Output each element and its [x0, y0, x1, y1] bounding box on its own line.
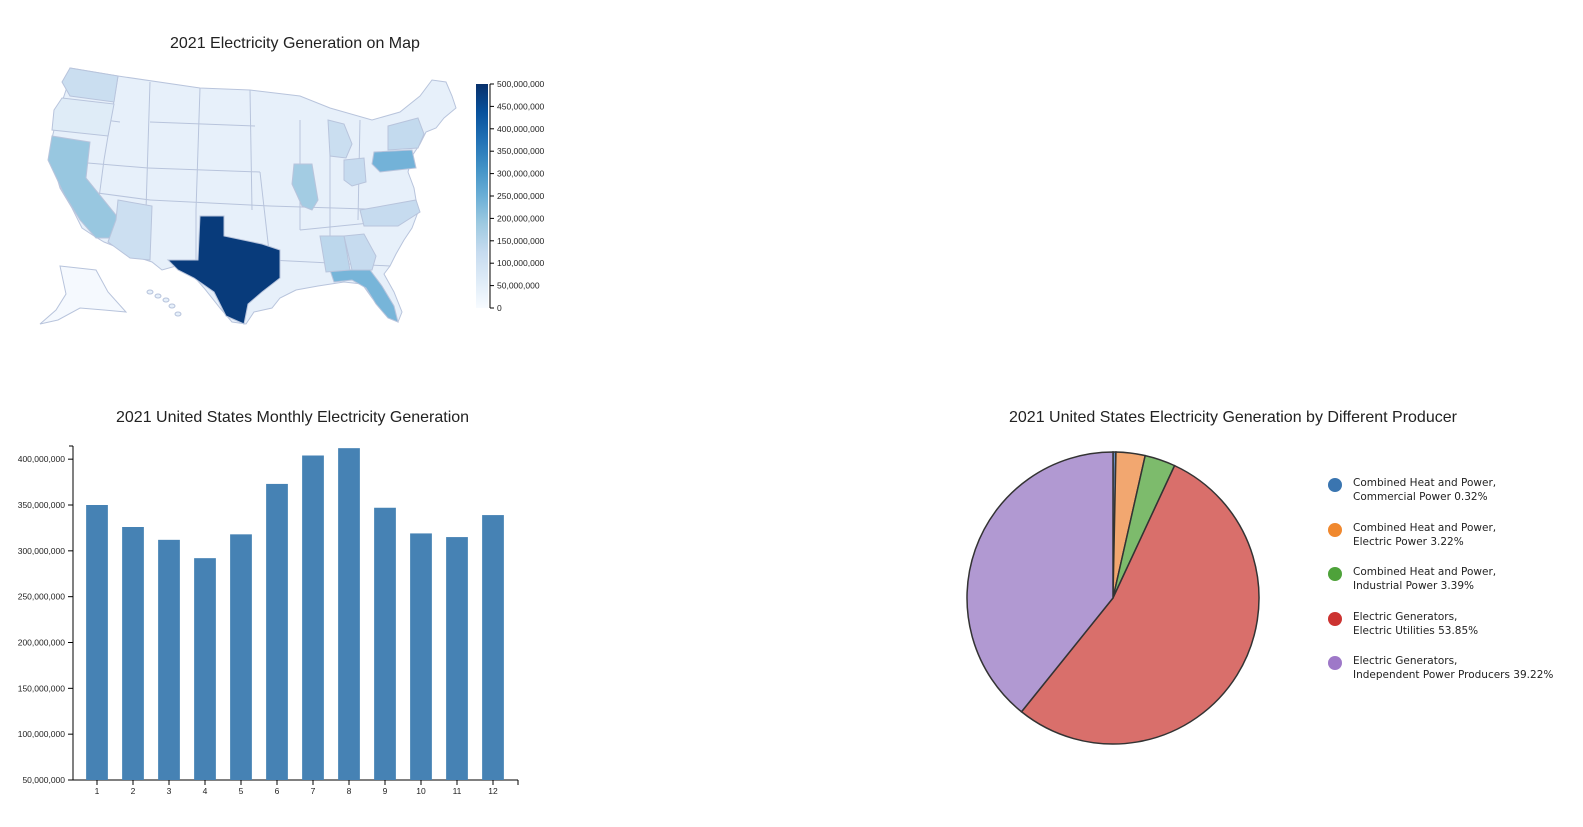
- bar-month-3: [158, 539, 180, 780]
- map-region-ny: [387, 117, 425, 151]
- bar-x-tick-label: 2: [131, 786, 136, 796]
- bar-x-tick-label: 9: [383, 786, 388, 796]
- legend-label-line2: Electric Power 3.22%: [1353, 535, 1464, 548]
- legend-label-line1: Combined Heat and Power,: [1353, 521, 1497, 534]
- bar-x-tick-label: 11: [453, 786, 462, 796]
- bar-y-tick-label: 150,000,000: [18, 683, 66, 693]
- legend-label-line1: Combined Heat and Power,: [1353, 477, 1497, 489]
- map-region-hi-island: [146, 289, 154, 295]
- colorbar-tick-label: 250,000,000: [497, 191, 545, 201]
- bar-month-11: [446, 537, 468, 780]
- map-title: 2021 Electricity Generation on Map: [170, 35, 420, 52]
- legend-label: Combined Heat and Power, Industrial Power…: [1353, 565, 1496, 593]
- us-electricity-map: 500,000,000 450,000,000 400,000,000 350,000…: [39, 67, 545, 325]
- map-region-hi-island: [162, 297, 170, 303]
- map-region-ak: [39, 265, 128, 325]
- bar-y-tick-label: 200,000,000: [18, 638, 66, 648]
- bar-x-tick-label: 12: [488, 786, 498, 796]
- map-region-al: [319, 235, 351, 273]
- map-region-mi: [327, 119, 353, 159]
- map-region-ga: [343, 233, 377, 271]
- bar-y-tick-label: 400,000,000: [18, 454, 66, 464]
- pie-slice-4: [966, 451, 1114, 713]
- pie-slice-3: [1020, 464, 1260, 745]
- bar-month-8: [338, 448, 360, 780]
- bar-month-10: [410, 533, 432, 780]
- bar-month-7: [302, 455, 324, 780]
- map-region-or: [51, 97, 115, 137]
- bar-y-tick-label: 100,000,000: [18, 729, 66, 739]
- bar-month-9: [374, 507, 396, 780]
- map-region-nc: [359, 199, 421, 227]
- legend-label: Combined Heat and Power, Commercial Power…: [1353, 476, 1496, 504]
- pie-chart-title: 2021 United States Electricity Generatio…: [1009, 409, 1457, 426]
- map-region-hi-island: [154, 293, 162, 299]
- pie-legend: Combined Heat and Power, Commercial Power…: [1328, 476, 1568, 708]
- legend-color-dot: [1328, 611, 1342, 626]
- map-region-hi-island: [168, 303, 176, 309]
- bar-month-5: [230, 534, 252, 780]
- bar-x-tick-label: 10: [416, 786, 426, 796]
- bar-y-tick-label: 300,000,000: [18, 546, 66, 556]
- colorbar-tick-label: 450,000,000: [497, 101, 545, 111]
- legend-label-line2: Independent Power Producers 39.22%: [1353, 669, 1554, 681]
- bar-x-tick-label: 8: [347, 786, 352, 796]
- bar-x-tick-label: 5: [239, 786, 244, 796]
- legend-label-line1: Combined Heat and Power,: [1353, 566, 1497, 578]
- colorbar-tick-label: 50,000,000: [497, 281, 540, 291]
- colorbar-tick-label: 100,000,000: [497, 258, 545, 268]
- map-region-ca: [47, 135, 121, 239]
- legend-label: Electric Generators, Electric Utilities 5…: [1353, 610, 1478, 638]
- legend-label: Electric Generators, Independent Power Pr…: [1353, 654, 1553, 682]
- colorbar: [476, 84, 488, 308]
- map-region-hi-island: [174, 311, 182, 317]
- bar-x-tick-label: 6: [275, 786, 280, 796]
- bar-y-tick-label: 350,000,000: [18, 500, 66, 510]
- bar-x-tick-label: 4: [203, 786, 208, 796]
- colorbar-tick-label: 400,000,000: [497, 124, 545, 134]
- legend-label-line1: Electric Generators,: [1353, 655, 1458, 667]
- colorbar-tick-label: 300,000,000: [497, 169, 545, 179]
- legend-label-line2: Industrial Power 3.39%: [1353, 580, 1475, 592]
- bar-month-4: [194, 558, 216, 780]
- legend-label-line2: Commercial Power 0.32%: [1353, 491, 1488, 503]
- map-region-fl: [329, 269, 399, 323]
- bar-x-tick-label: 7: [311, 786, 316, 796]
- map-region-az: [107, 199, 153, 261]
- bar-chart-title: 2021 United States Monthly Electricity G…: [116, 409, 470, 426]
- legend-label-line1: Electric Generators,: [1353, 610, 1458, 623]
- legend-color-dot: [1328, 478, 1342, 492]
- colorbar-tick-label: 200,000,000: [497, 213, 545, 223]
- bar-month-2: [122, 527, 144, 780]
- colorbar-tick-label: 500,000,000: [497, 79, 545, 89]
- map-region-tx: [166, 215, 281, 325]
- map-region-oh: [343, 157, 367, 187]
- bar-x-tick-label: 1: [95, 786, 100, 796]
- bar-y-tick-label: 250,000,000: [18, 592, 66, 602]
- legend-label: Combined Heat and Power, Electric Power 3…: [1353, 521, 1496, 549]
- bar-month-1: [86, 505, 108, 780]
- legend-color-dot: [1328, 522, 1342, 537]
- legend-label-line2: Electric Utilities 53.85%: [1353, 624, 1479, 637]
- colorbar-tick-label: 150,000,000: [497, 236, 545, 246]
- colorbar-tick-label: 350,000,000: [497, 146, 545, 156]
- producer-pie-chart: [966, 451, 1260, 745]
- legend-color-dot: [1328, 656, 1342, 670]
- bar-month-12: [482, 515, 504, 780]
- monthly-bar-chart: 400,000,000350,000,000300,000,000250,000…: [18, 445, 519, 796]
- bar-month-6: [266, 483, 288, 780]
- map-region-il: [291, 163, 319, 211]
- legend-color-dot: [1328, 567, 1342, 581]
- bar-x-tick-label: 3: [167, 786, 172, 796]
- map-region-pa: [371, 149, 417, 173]
- colorbar-tick-label: 0: [497, 303, 502, 313]
- bar-y-tick-label: 50,000,000: [22, 775, 65, 785]
- map-region-wa: [61, 67, 119, 103]
